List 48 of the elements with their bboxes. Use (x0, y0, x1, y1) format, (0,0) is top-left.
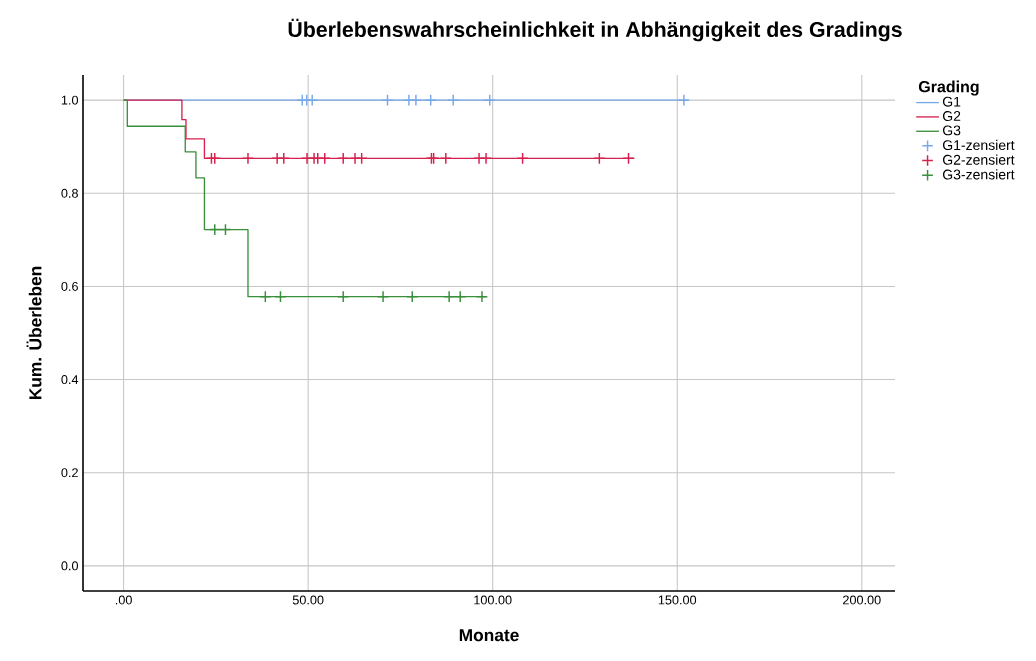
point (318, 152, 331, 165)
point (677, 94, 690, 107)
point (381, 94, 394, 107)
point (274, 290, 287, 303)
point (306, 94, 319, 107)
point (219, 223, 232, 236)
point (406, 290, 419, 303)
point (475, 290, 489, 303)
y-tick-label: 0.2 (61, 468, 78, 478)
y-tick-label: 0.0 (61, 561, 79, 571)
x-tick-label: 50.00 (292, 595, 324, 605)
point (355, 152, 368, 165)
x-tick-label: .00 (115, 595, 132, 605)
point (208, 223, 221, 236)
point (516, 152, 529, 165)
legend-label: G2 (942, 111, 961, 122)
point (439, 152, 452, 165)
y-axis-title: Kum. Überleben (26, 266, 42, 400)
x-tick-label: 100.00 (474, 595, 512, 605)
legend-label: G1-zensiert (942, 139, 1015, 151)
legend-label: G1 (942, 96, 961, 107)
point (259, 290, 272, 303)
point (447, 94, 460, 107)
point (277, 152, 290, 165)
x-tick-label: 150.00 (658, 595, 697, 605)
point (479, 152, 493, 165)
y-tick-label: 1.0 (61, 95, 79, 105)
legend-title: Grading (918, 80, 979, 96)
point (483, 94, 496, 107)
point (443, 290, 456, 303)
point (454, 290, 467, 303)
point (409, 94, 422, 107)
x-axis-title: Monate (459, 629, 519, 642)
point (337, 152, 350, 165)
point (337, 290, 350, 303)
point (241, 152, 255, 165)
point (622, 152, 635, 165)
y-tick-label: 0.8 (61, 188, 78, 198)
y-tick-label: 0.4 (61, 375, 79, 385)
chart-title: Überlebenswahrscheinlichkeit in Abhängigkeit des Gradings (288, 18, 902, 42)
legend-label: G3 (942, 125, 961, 136)
point (593, 152, 606, 165)
legend-label: G3-zensiert (942, 169, 1015, 180)
legend-label: G2-zensiert (942, 154, 1015, 165)
point (424, 94, 437, 107)
y-tick-label: 0.6 (61, 281, 78, 291)
point (377, 290, 390, 303)
x-tick-label: 200.00 (843, 595, 881, 605)
